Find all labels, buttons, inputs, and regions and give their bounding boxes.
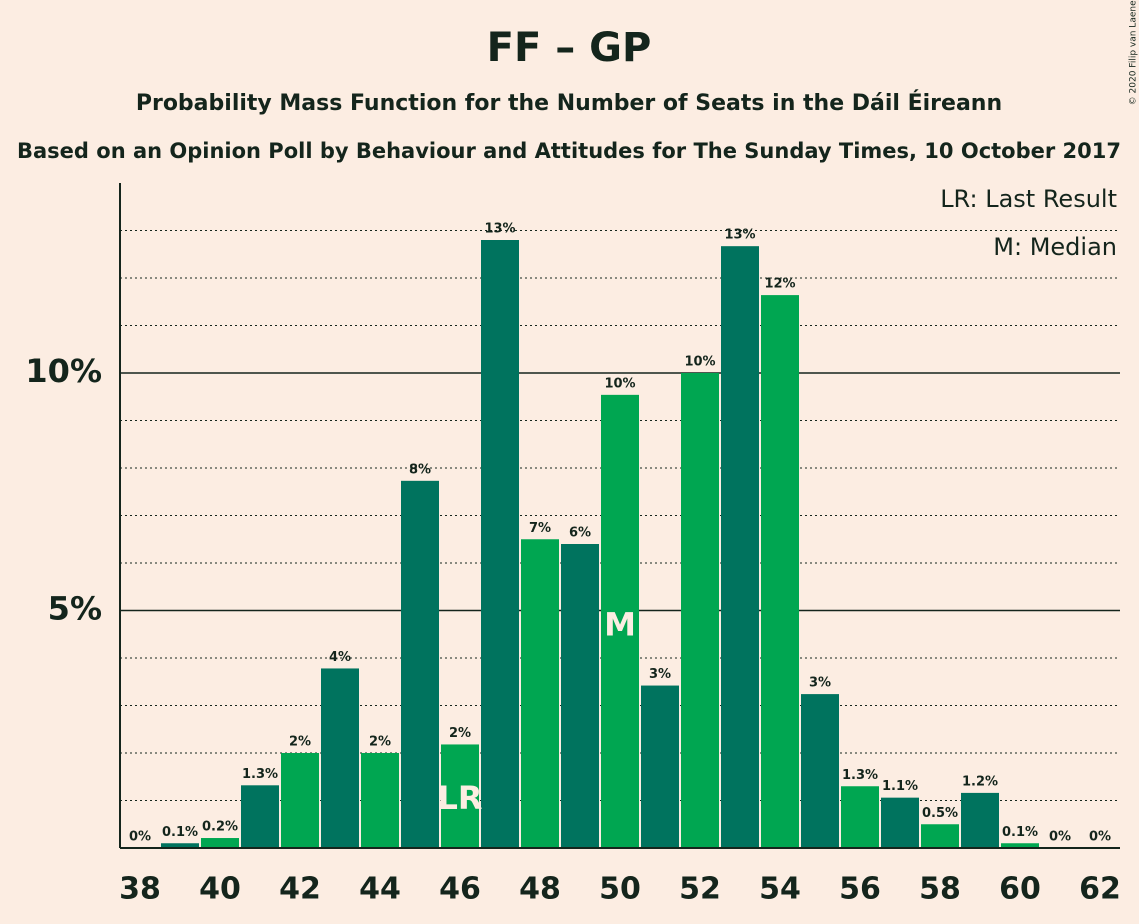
x-tick-label: 40 <box>199 872 241 907</box>
copyright: © 2020 Filip van Laenen <box>1129 0 1139 105</box>
bar <box>321 668 359 848</box>
legend-entry: M: Median <box>993 233 1117 261</box>
bar <box>801 694 839 848</box>
value-label: 0% <box>1049 830 1071 845</box>
value-label: 3% <box>809 676 831 691</box>
value-label: 2% <box>289 735 311 750</box>
bar <box>441 744 479 848</box>
value-label: 13% <box>724 228 755 243</box>
bar <box>241 785 279 848</box>
value-label: 12% <box>764 277 795 292</box>
chart-caption: Based on an Opinion Poll by Behaviour an… <box>17 139 1121 163</box>
legend-entry: LR: Last Result <box>940 185 1117 213</box>
value-label: 0.2% <box>202 820 238 835</box>
bar <box>881 797 919 848</box>
annotation: LR <box>437 779 482 817</box>
value-label: 0.1% <box>162 825 198 840</box>
chart-title: FF – GP <box>487 25 652 71</box>
value-label: 0% <box>1089 830 1111 845</box>
bar <box>1001 843 1039 848</box>
bar <box>361 753 399 848</box>
value-label: 0% <box>129 830 151 845</box>
value-label: 1.2% <box>962 774 998 789</box>
annotation: M <box>604 605 636 643</box>
x-tick-label: 58 <box>919 872 961 907</box>
bar <box>641 685 679 848</box>
value-label: 13% <box>484 222 515 237</box>
y-tick-label: 10% <box>25 352 102 390</box>
x-tick-label: 42 <box>279 872 321 907</box>
value-label: 1.3% <box>842 768 878 783</box>
bar <box>921 824 959 848</box>
value-label: 1.1% <box>882 779 918 794</box>
value-label: 4% <box>329 650 351 665</box>
value-label: 2% <box>369 735 391 750</box>
bar <box>601 394 639 848</box>
x-tick-label: 48 <box>519 872 561 907</box>
x-tick-label: 46 <box>439 872 481 907</box>
value-label: 3% <box>649 667 671 682</box>
bar <box>281 753 319 848</box>
bar <box>961 792 999 848</box>
value-label: 6% <box>569 526 591 541</box>
value-label: 0.5% <box>922 806 958 821</box>
x-tick-label: 56 <box>839 872 881 907</box>
bar <box>521 539 559 848</box>
x-tick-label: 54 <box>759 872 801 907</box>
x-tick-label: 38 <box>119 872 161 907</box>
x-tick-label: 44 <box>359 872 401 907</box>
bar <box>681 373 719 848</box>
value-label: 10% <box>604 376 635 391</box>
bar <box>161 843 199 848</box>
bar <box>201 838 239 848</box>
value-label: 0.1% <box>1002 825 1038 840</box>
value-label: 2% <box>449 726 471 741</box>
x-tick-label: 52 <box>679 872 721 907</box>
bar <box>721 246 759 849</box>
bar <box>481 240 519 848</box>
x-tick-label: 60 <box>999 872 1041 907</box>
y-tick-label: 5% <box>48 590 102 628</box>
chart-subtitle: Probability Mass Function for the Number… <box>136 90 1002 116</box>
value-label: 10% <box>684 355 715 370</box>
value-label: 7% <box>529 521 551 536</box>
x-tick-label: 50 <box>599 872 641 907</box>
value-label: 1.3% <box>242 767 278 782</box>
value-label: 8% <box>409 462 431 477</box>
bar <box>761 295 799 849</box>
bar <box>401 480 439 848</box>
bar <box>841 786 879 848</box>
x-tick-label: 62 <box>1079 872 1121 907</box>
bar <box>561 544 599 848</box>
